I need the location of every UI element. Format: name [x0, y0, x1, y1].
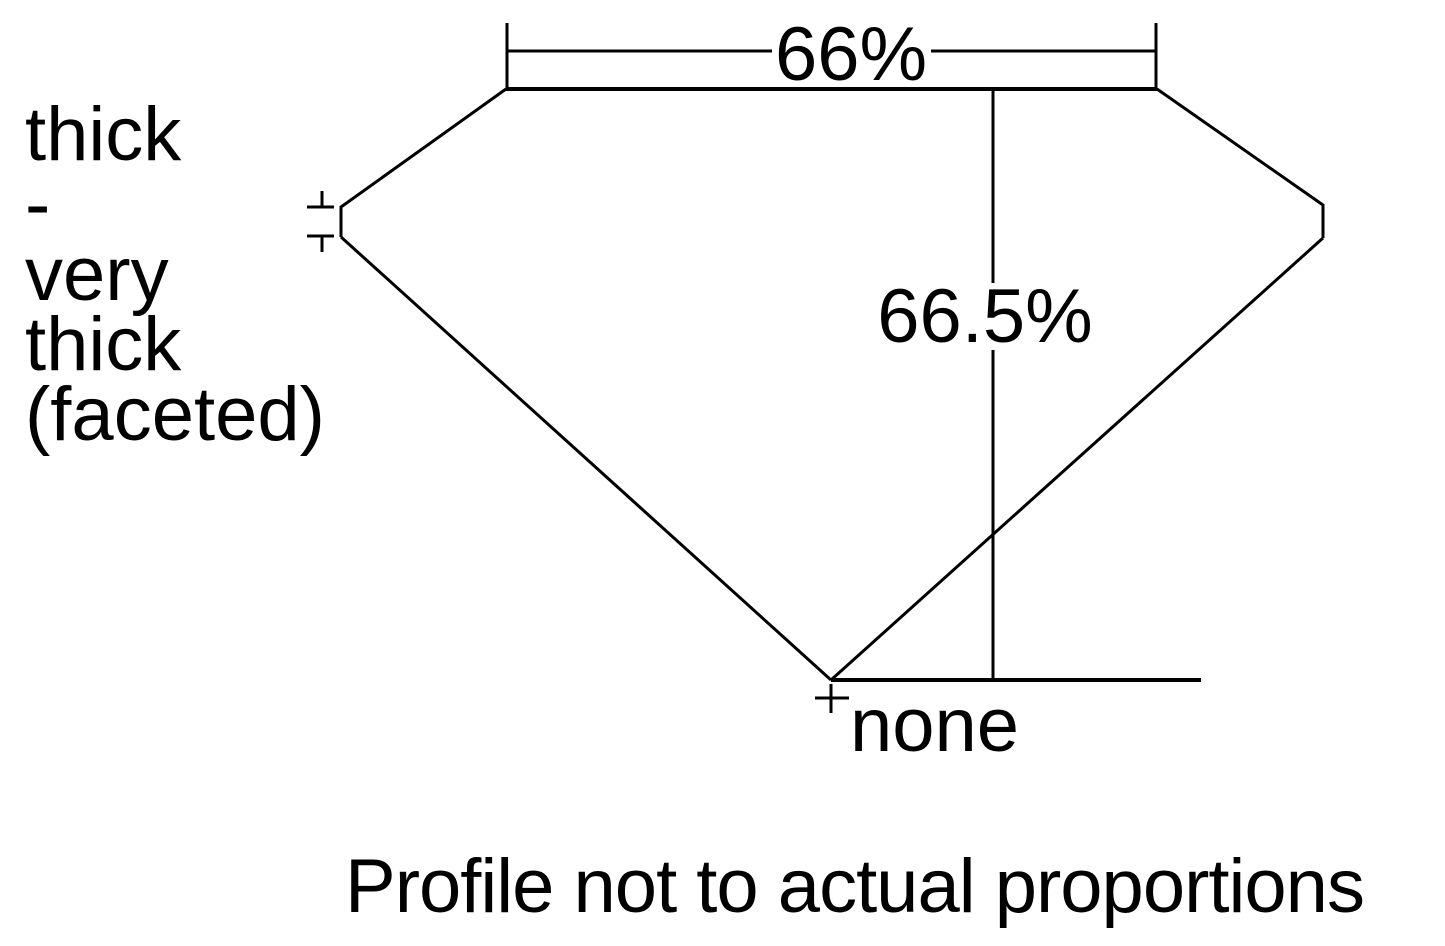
girdle-label-line-3: very [25, 232, 169, 317]
culet-label: none [850, 683, 1019, 768]
table-width-label: 66% [775, 12, 927, 97]
pavilion-right-edge [829, 236, 1325, 682]
girdle-label-line-2: - [25, 162, 50, 247]
pavilion-left-edge [339, 235, 833, 682]
caption: Profile not to actual proportions [345, 844, 1364, 929]
girdle-label-line-5: (faceted) [25, 372, 325, 457]
girdle-label-line-1: thick [25, 92, 182, 177]
depth-label: 66.5% [877, 274, 1093, 359]
crown-left-edge [340, 87, 507, 209]
girdle-label-line-4: thick [25, 302, 182, 387]
girdle-thickness-label: thick - very thick (faceted) [25, 92, 325, 457]
crown-right-edge [1156, 87, 1324, 207]
